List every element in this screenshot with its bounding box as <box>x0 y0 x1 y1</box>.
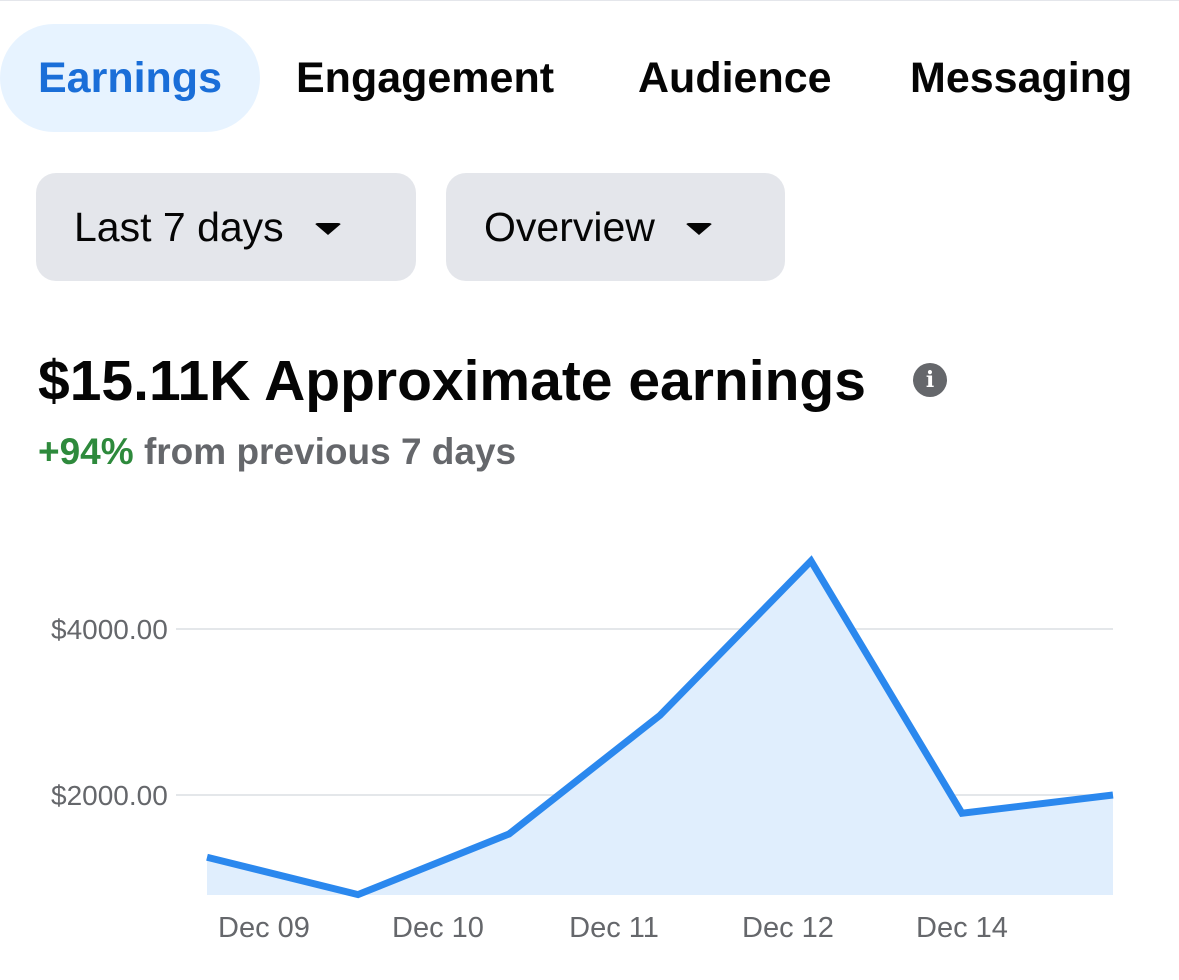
date-range-dropdown[interactable]: Last 7 days <box>36 173 416 281</box>
x-tick-label: Dec 12 <box>742 912 834 944</box>
earnings-amount: $15.11K <box>38 349 251 413</box>
info-icon[interactable]: i <box>913 363 947 397</box>
x-tick-label: Dec 11 <box>569 912 659 944</box>
top-divider <box>0 0 1179 1</box>
earnings-line <box>206 555 1114 899</box>
tab-audience[interactable]: Audience <box>638 54 832 102</box>
caret-down-icon <box>684 223 713 235</box>
tab-earnings[interactable]: Earnings <box>0 24 260 132</box>
change-text: from previous 7 days <box>143 431 517 472</box>
insights-tabs: Earnings Engagement Audience Messaging <box>0 24 1179 132</box>
earnings-area <box>207 560 1113 895</box>
y-tick-label: $2000.00 <box>51 780 168 811</box>
tab-engagement[interactable]: Engagement <box>296 54 555 102</box>
date-range-label: Last 7 days <box>74 203 284 250</box>
x-tick-label: Dec 14 <box>916 912 1008 944</box>
change-percent: +94% <box>38 431 134 472</box>
earnings-headline: $15.11K Approximate earnings <box>38 345 866 417</box>
x-tick-label: Dec 09 <box>218 912 310 944</box>
change-summary: +94% from previous 7 days <box>38 428 516 476</box>
view-dropdown[interactable]: Overview <box>446 173 785 281</box>
y-tick-label: $4000.00 <box>51 614 168 645</box>
earnings-chart: $4000.00 $2000.00 Dec 09 Dec 10 Dec 11 Dec 1… <box>51 555 1114 944</box>
tab-messaging[interactable]: Messaging <box>910 54 1133 102</box>
x-tick-label: Dec 10 <box>392 912 484 944</box>
caret-down-icon <box>313 223 342 235</box>
earnings-label: Approximate earnings <box>264 349 866 413</box>
view-label: Overview <box>484 203 655 250</box>
